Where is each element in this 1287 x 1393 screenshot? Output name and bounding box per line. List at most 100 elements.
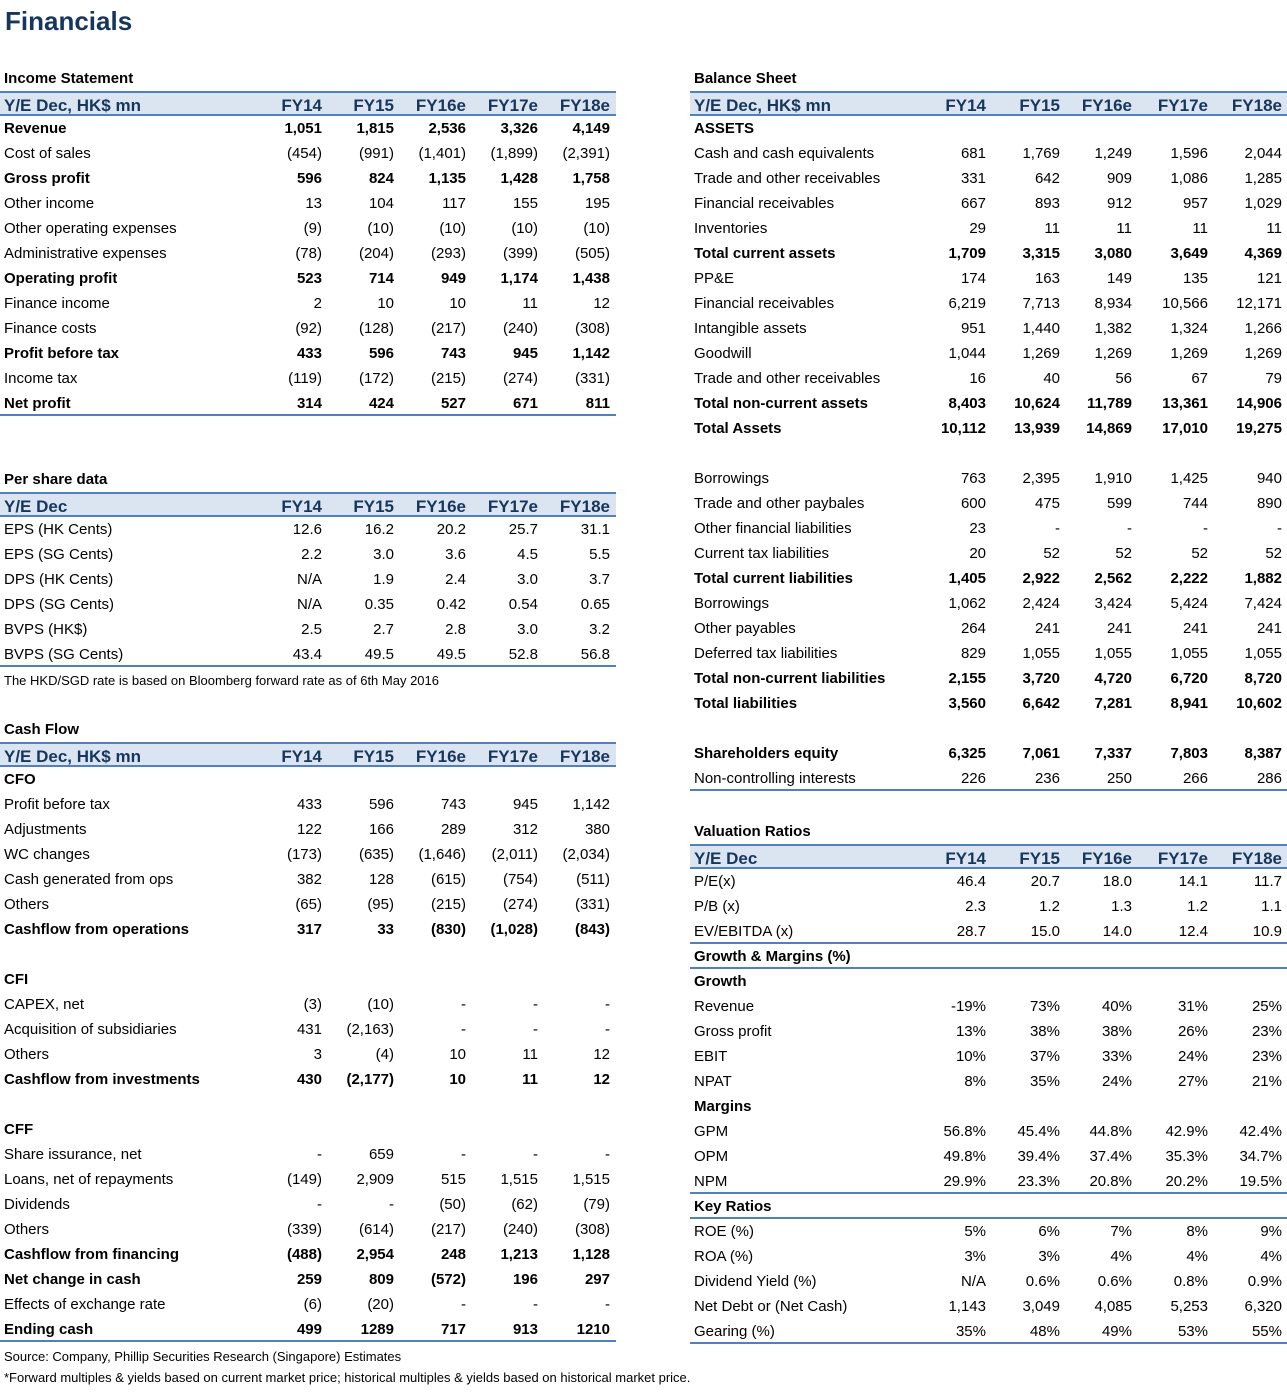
header-label: Y/E Dec, HK$ mn — [4, 96, 141, 115]
row-value-fy18e: 1,269 — [1244, 345, 1282, 362]
row-value-fy16e: 10 — [449, 1071, 466, 1088]
row-value-fy14: 6,325 — [948, 745, 986, 762]
row-value-fy15: 13,939 — [1014, 420, 1060, 437]
row-value-fy17e: 5,253 — [1170, 1298, 1208, 1315]
row-value-fy17e: 25.7 — [508, 521, 538, 538]
row-value-fy18e: (843) — [574, 921, 610, 938]
table-row: Other payables 264 241 241 241 241 — [690, 616, 1287, 641]
row-label: Revenue — [4, 120, 67, 137]
row-label: Ending cash — [4, 1321, 94, 1338]
row-label: Margins — [694, 1098, 752, 1115]
row-value-fy15: 73% — [1029, 998, 1060, 1015]
row-value-fy18e: (331) — [574, 896, 610, 913]
row-label: PP&E — [694, 270, 735, 287]
header-col-fy17e: FY17e — [1157, 96, 1208, 115]
table-row: P/B (x) 2.3 1.2 1.3 1.2 1.1 — [690, 894, 1287, 919]
row-value-fy17e: 913 — [512, 1321, 538, 1338]
row-value-fy18e: 11.7 — [1253, 873, 1282, 890]
row-label: Profit before tax — [4, 796, 110, 813]
row-value-fy16e: 11,789 — [1086, 395, 1132, 412]
row-label: Trade and other receivables — [694, 370, 881, 387]
row-label: Administrative expenses — [4, 245, 167, 262]
row-value-fy14: 29.9% — [943, 1173, 986, 1190]
valuation-ratios-section-title: Valuation Ratios — [694, 823, 811, 840]
table-row: Income tax (119) (172) (215) (274) (331) — [0, 366, 616, 391]
row-value-fy18e: 42.4% — [1239, 1123, 1282, 1140]
row-value-fy15: 128 — [368, 871, 394, 888]
row-value-fy17e: 3.0 — [517, 571, 538, 588]
header-col-fy16e: FY16e — [415, 747, 466, 766]
row-value-fy14: 6,219 — [948, 295, 986, 312]
row-value-fy18e: (10) — [583, 220, 610, 237]
row-value-fy18e: 19.5% — [1239, 1173, 1282, 1190]
row-label: BVPS (HK$) — [4, 621, 88, 638]
row-value-fy17e: (1,028) — [490, 921, 538, 938]
row-value-fy17e: (274) — [502, 896, 538, 913]
table-row: NPM 29.9% 23.3% 20.8% 20.2% 19.5% — [690, 1169, 1287, 1194]
row-value-fy15: 236 — [1034, 770, 1060, 787]
table-row: Cash generated from ops 382 128 (615) (754) (… — [0, 867, 616, 892]
header-col-fy18e: FY18e — [559, 747, 610, 766]
row-value-fy18e: 23% — [1251, 1023, 1282, 1040]
row-value-fy14: 3% — [964, 1248, 986, 1265]
row-value-fy16e: - — [461, 1146, 466, 1163]
row-value-fy17e: 1,596 — [1170, 145, 1208, 162]
header-col-fy17e: FY17e — [1157, 849, 1208, 868]
row-value-fy18e: 79 — [1265, 370, 1282, 387]
row-value-fy15: 241 — [1034, 620, 1060, 637]
row-value-fy15: 52 — [1043, 545, 1060, 562]
row-value-fy16e: 248 — [440, 1246, 466, 1263]
row-value-fy16e: 8,934 — [1094, 295, 1132, 312]
row-value-fy15: (2,177) — [346, 1071, 394, 1088]
row-value-fy15: 7,713 — [1022, 295, 1060, 312]
table-row — [0, 1092, 616, 1117]
table-row: Financial receivables 667 893 912 957 1,029 — [690, 191, 1287, 216]
table-row: Financial receivables 6,219 7,713 8,934 10,5… — [690, 291, 1287, 316]
row-value-fy14: 264 — [960, 620, 986, 637]
row-value-fy15: 1,815 — [356, 120, 394, 137]
row-value-fy14: (339) — [286, 1221, 322, 1238]
row-label: Effects of exchange rate — [4, 1296, 166, 1313]
cash-flow-header: Y/E Dec, HK$ mn FY14 FY15 FY16e FY17e FY18e — [0, 742, 616, 767]
row-value-fy16e: (215) — [430, 896, 466, 913]
row-value-fy15: (2,163) — [346, 1021, 394, 1038]
row-value-fy15: 0.6% — [1025, 1273, 1060, 1290]
row-label: Share issurance, net — [4, 1146, 142, 1163]
row-value-fy17e: 52 — [1191, 545, 1208, 562]
row-value-fy14: 951 — [960, 320, 986, 337]
row-value-fy16e: 0.6% — [1097, 1273, 1132, 1290]
valuation-ratios-header: Y/E Dec FY14 FY15 FY16e FY17e FY18e — [690, 844, 1287, 869]
table-row: Total Assets 10,112 13,939 14,869 17,010 19,2… — [690, 416, 1287, 441]
row-value-fy17e: 53% — [1177, 1323, 1208, 1340]
table-row: Cashflow from financing (488) 2,954 248 1,21… — [0, 1242, 616, 1267]
row-value-fy14: (119) — [288, 370, 322, 387]
row-value-fy16e: - — [1127, 520, 1132, 537]
row-value-fy14: 829 — [960, 645, 986, 662]
row-value-fy17e: 6,720 — [1170, 670, 1208, 687]
row-value-fy18e: (511) — [576, 871, 610, 888]
table-row: Ending cash 499 1289 717 913 1210 — [0, 1317, 616, 1342]
table-row: EBIT 10% 37% 33% 24% 23% — [690, 1044, 1287, 1069]
table-row: GPM 56.8% 45.4% 44.8% 42.9% 42.4% — [690, 1119, 1287, 1144]
table-row: Finance costs (92) (128) (217) (240) (308) — [0, 316, 616, 341]
row-value-fy18e: 1,266 — [1244, 320, 1282, 337]
row-value-fy17e: (62) — [511, 1196, 538, 1213]
table-row: ROA (%) 3% 3% 4% 4% 4% — [690, 1244, 1287, 1269]
table-row: Operating profit 523 714 949 1,174 1,438 — [0, 266, 616, 291]
row-value-fy17e: 671 — [512, 395, 538, 412]
row-value-fy17e: 24% — [1177, 1048, 1208, 1065]
row-value-fy17e: 1,213 — [500, 1246, 538, 1263]
row-value-fy14: 20 — [969, 545, 986, 562]
row-value-fy15: 39.4% — [1017, 1148, 1060, 1165]
row-value-fy14: 763 — [960, 470, 986, 487]
row-value-fy17e: 20.2% — [1165, 1173, 1208, 1190]
row-value-fy14: (78) — [295, 245, 322, 262]
row-value-fy14: 28.7 — [956, 923, 986, 940]
row-value-fy17e: 12.4 — [1178, 923, 1208, 940]
row-label: NPAT — [694, 1073, 732, 1090]
row-value-fy16e: 3,424 — [1094, 595, 1132, 612]
row-value-fy14: 523 — [296, 270, 322, 287]
row-value-fy14: 10,112 — [940, 420, 986, 437]
row-value-fy15: 49.5 — [364, 646, 394, 663]
row-value-fy16e: 241 — [1106, 620, 1132, 637]
